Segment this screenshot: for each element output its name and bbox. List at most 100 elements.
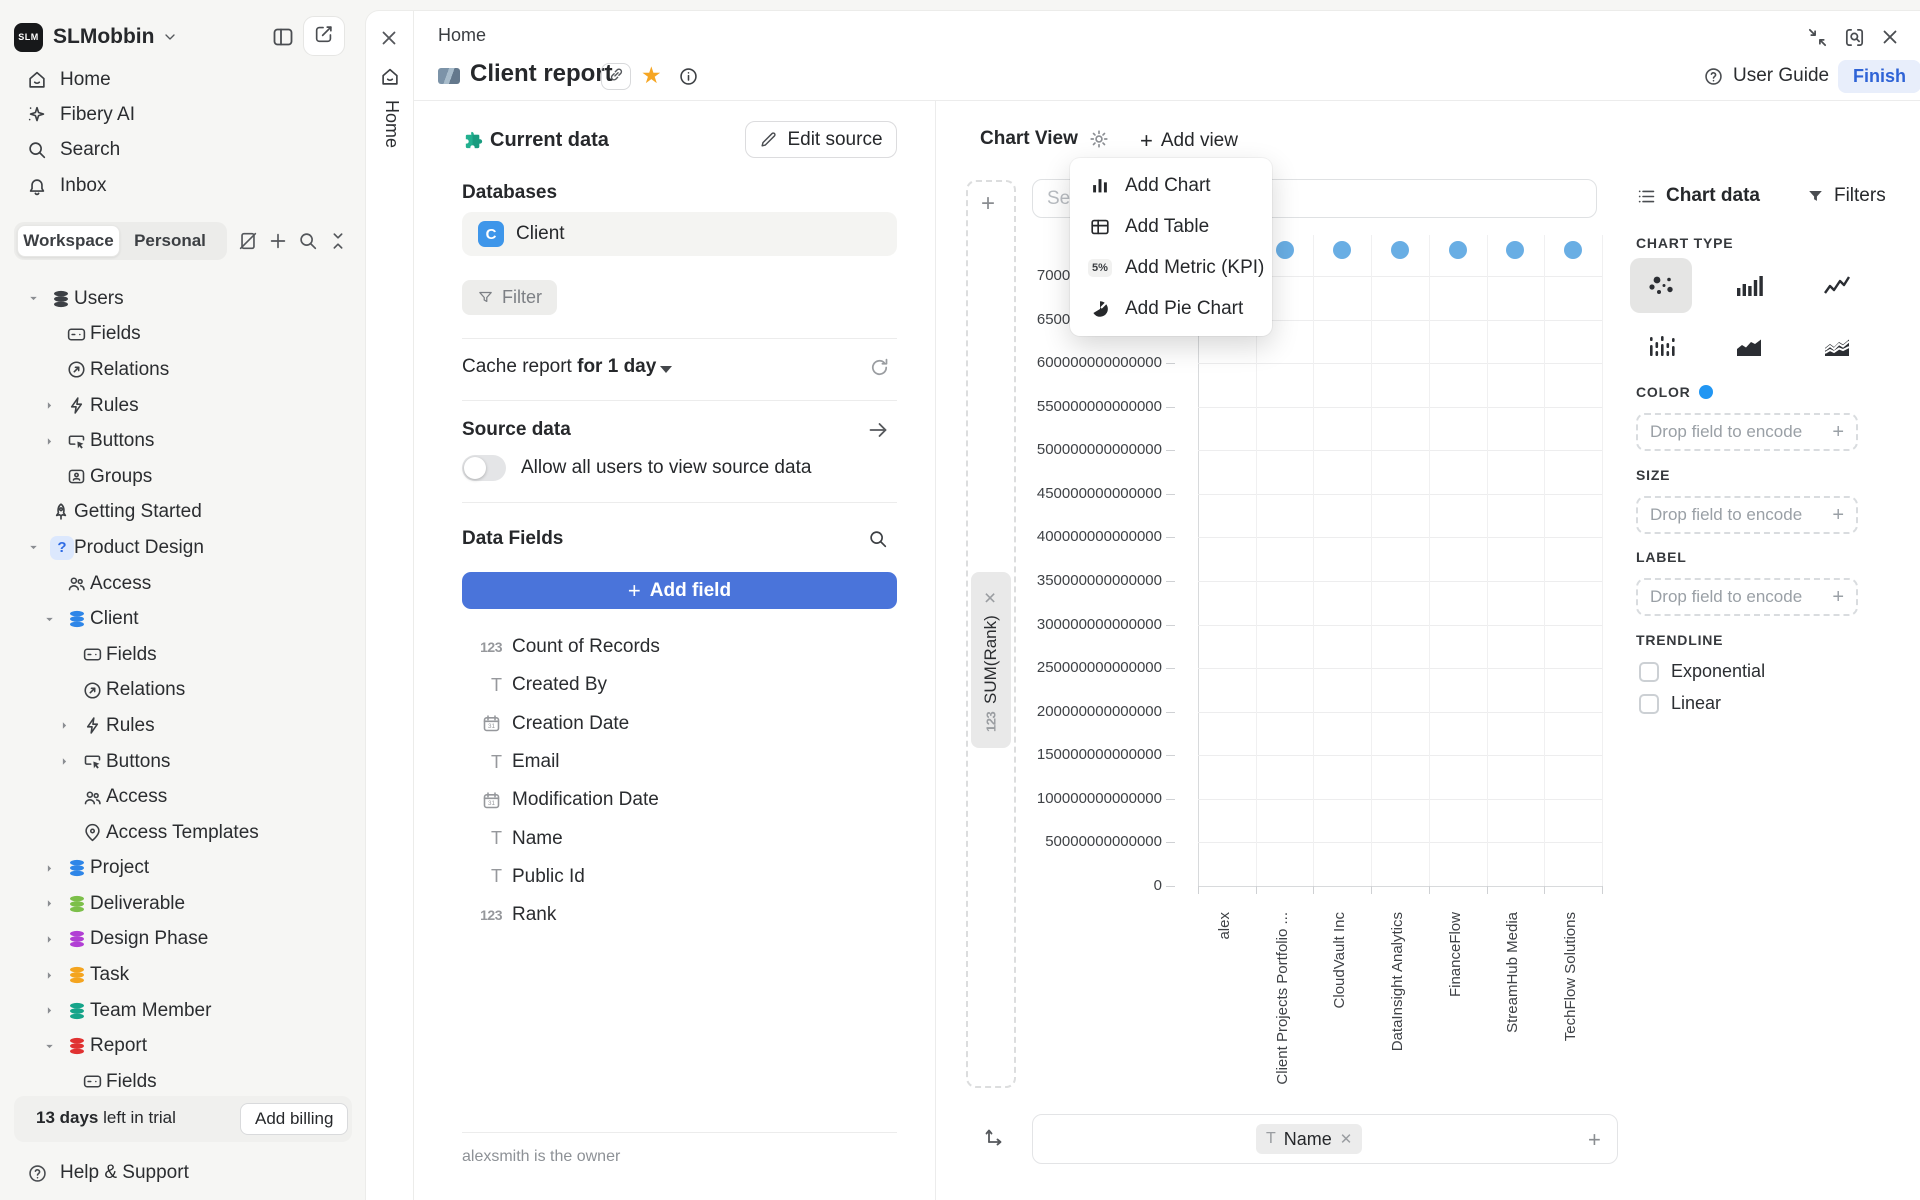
plus-icon[interactable]: + xyxy=(1832,420,1844,443)
favorite-star-icon[interactable]: ★ xyxy=(641,62,662,88)
plus-icon[interactable]: + xyxy=(1588,1127,1601,1152)
tree-item-access[interactable]: Access xyxy=(0,566,365,602)
plus-icon[interactable]: + xyxy=(1832,503,1844,526)
tree-item-groups[interactable]: Groups xyxy=(0,459,365,495)
arrow-right-icon[interactable] xyxy=(866,418,890,442)
sidebar-toggle-icon[interactable] xyxy=(270,24,296,50)
chevron-down-icon[interactable] xyxy=(27,541,40,554)
field-rank[interactable]: 123 Rank xyxy=(462,896,897,934)
breadcrumb[interactable]: Home xyxy=(438,25,487,45)
menu-item-add-pie-chart[interactable]: Add Pie Chart xyxy=(1070,288,1272,329)
chevron-right-icon[interactable] xyxy=(43,435,56,448)
tree-item-relations[interactable]: Relations xyxy=(0,673,365,709)
copy-link-button[interactable] xyxy=(601,63,631,90)
workspace-switcher[interactable]: SLM SLMobbin xyxy=(14,18,178,56)
collapse-window-icon[interactable] xyxy=(1806,26,1829,49)
gear-icon[interactable] xyxy=(1088,128,1110,150)
chart-type-dotcols-button[interactable] xyxy=(1630,318,1692,373)
home-tab-icon[interactable] xyxy=(379,66,401,88)
tab-workspace[interactable]: Workspace xyxy=(17,225,120,257)
tree-item-fields[interactable]: Fields xyxy=(0,1064,365,1091)
field-created-by[interactable]: T Created By xyxy=(462,666,897,704)
chart-view-tab[interactable]: Chart View xyxy=(980,128,1110,150)
chevron-right-icon[interactable] xyxy=(58,755,71,768)
tab-filters[interactable]: Filters xyxy=(1806,185,1886,207)
tree-item-client[interactable]: Client xyxy=(0,601,365,637)
y-axis-drop-zone[interactable] xyxy=(966,180,1016,1088)
chevron-right-icon[interactable] xyxy=(43,399,56,412)
tree-item-rules[interactable]: Rules xyxy=(0,708,365,744)
refresh-icon[interactable] xyxy=(868,356,891,379)
field-count-of-records[interactable]: 123 Count of Records xyxy=(462,628,897,666)
field-email[interactable]: T Email xyxy=(462,743,897,781)
close-window-icon[interactable] xyxy=(1878,25,1902,49)
chevron-down-icon[interactable] xyxy=(43,613,56,626)
y-axis-field-pill[interactable]: 123 SUM(Rank) ✕ xyxy=(971,572,1011,748)
tree-item-relations[interactable]: Relations xyxy=(0,352,365,388)
chevron-right-icon[interactable] xyxy=(58,719,71,732)
allow-source-toggle[interactable] xyxy=(462,455,506,481)
x-axis-drop-zone[interactable] xyxy=(1032,1114,1618,1164)
rail-tab-label[interactable]: Home xyxy=(382,100,402,149)
chevron-right-icon[interactable] xyxy=(43,1004,56,1017)
sidebar-item-fibery-ai[interactable]: Fibery AI xyxy=(14,97,350,132)
tree-item-project[interactable]: Project xyxy=(0,851,365,887)
tree-item-fields[interactable]: Fields xyxy=(0,317,365,353)
search-tree-icon[interactable] xyxy=(296,229,320,253)
x-axis-field-pill[interactable]: T Name ✕ xyxy=(1256,1124,1363,1154)
add-billing-button[interactable]: Add billing xyxy=(240,1103,349,1135)
chevron-right-icon[interactable] xyxy=(43,969,56,982)
mute-updates-icon[interactable] xyxy=(236,229,260,253)
edit-source-button[interactable]: Edit source xyxy=(745,121,897,158)
label-drop-field[interactable]: Drop field to encode + xyxy=(1636,578,1858,616)
close-icon[interactable] xyxy=(377,26,401,50)
menu-item-add-metric-kpi[interactable]: 5% Add Metric (KPI) xyxy=(1070,247,1272,288)
chart-type-scatter-button[interactable] xyxy=(1630,258,1692,313)
sidebar-item-inbox[interactable]: Inbox xyxy=(14,168,350,203)
field-public-id[interactable]: T Public Id xyxy=(462,858,897,896)
sidebar-item-search[interactable]: Search xyxy=(14,133,350,168)
chevron-down-icon[interactable] xyxy=(43,1040,56,1053)
chevron-down-icon[interactable] xyxy=(27,292,40,305)
tree-item-task[interactable]: Task xyxy=(0,957,365,993)
add-field-button[interactable]: + Add field xyxy=(462,572,897,609)
finish-button[interactable]: Finish xyxy=(1838,60,1920,93)
compose-button[interactable] xyxy=(303,16,345,56)
tree-item-getting-started[interactable]: Getting Started xyxy=(0,495,365,531)
tree-item-rules[interactable]: Rules xyxy=(0,388,365,424)
plus-icon[interactable]: + xyxy=(1832,585,1844,608)
menu-item-add-chart[interactable]: Add Chart xyxy=(1070,165,1272,206)
field-name[interactable]: T Name xyxy=(462,819,897,857)
chevron-right-icon[interactable] xyxy=(43,933,56,946)
cache-report-setting[interactable]: Cache report for 1 day xyxy=(462,356,657,377)
chart-type-area-button[interactable] xyxy=(1718,318,1780,373)
remove-icon[interactable]: ✕ xyxy=(982,588,1000,607)
filter-button[interactable]: Filter xyxy=(462,280,557,315)
chevron-right-icon[interactable] xyxy=(43,862,56,875)
plus-icon[interactable]: + xyxy=(981,190,996,217)
field-modification-date[interactable]: 31 Modification Date xyxy=(462,781,897,819)
chart-type-line-button[interactable] xyxy=(1806,258,1868,313)
exponential-checkbox[interactable] xyxy=(1639,661,1659,682)
color-drop-field[interactable]: Drop field to encode + xyxy=(1636,413,1858,451)
info-icon[interactable] xyxy=(678,66,699,87)
linear-checkbox[interactable] xyxy=(1639,693,1659,714)
tree-item-access-templates[interactable]: Access Templates xyxy=(0,815,365,851)
chart-type-stackedarea-button[interactable] xyxy=(1806,318,1868,373)
remove-icon[interactable]: ✕ xyxy=(1339,1131,1353,1148)
tab-chart-data[interactable]: Chart data xyxy=(1636,185,1760,207)
tree-item-team-member[interactable]: Team Member xyxy=(0,993,365,1029)
help-support[interactable]: Help & Support xyxy=(14,1156,189,1190)
add-view-button[interactable]: + Add view xyxy=(1140,128,1238,153)
add-icon[interactable] xyxy=(266,229,290,253)
swap-axes-icon[interactable] xyxy=(981,1122,1007,1148)
zoom-preview-icon[interactable] xyxy=(1843,26,1866,49)
chevron-right-icon[interactable] xyxy=(43,897,56,910)
tree-item-fields[interactable]: Fields xyxy=(0,637,365,673)
size-drop-field[interactable]: Drop field to encode + xyxy=(1636,496,1858,534)
search-icon[interactable] xyxy=(866,527,889,550)
tree-item-product-design[interactable]: ? Product Design xyxy=(0,530,365,566)
tree-item-buttons[interactable]: Buttons xyxy=(0,744,365,780)
tree-item-report[interactable]: Report xyxy=(0,1028,365,1064)
database-row-client[interactable]: C Client xyxy=(462,212,897,256)
